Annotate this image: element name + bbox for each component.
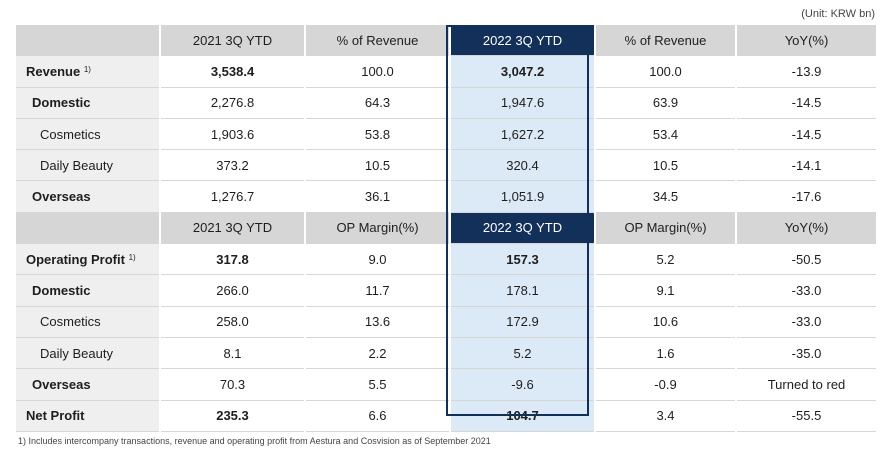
cell-2021: 8.1 [161, 337, 304, 370]
cell-margin-2021: 11.7 [306, 274, 449, 307]
cell-yoy: -14.1 [737, 149, 876, 182]
cell-2022: 178.1 [451, 274, 594, 307]
cell-2021: 317.8 [161, 243, 304, 276]
header-2022-ytd: 2022 3Q YTD [451, 212, 594, 245]
cell-pct-2022: 63.9 [596, 87, 735, 119]
cell-margin-2022: 10.6 [596, 306, 735, 338]
cell-2021: 2,276.8 [161, 87, 304, 119]
cell-margin-2022: 5.2 [596, 243, 735, 276]
cell-2022: 3,047.2 [451, 55, 594, 88]
cell-yoy: -17.6 [737, 180, 876, 213]
op-header-row: 2021 3Q YTD OP Margin(%) 2022 3Q YTD OP … [16, 212, 876, 245]
header-2021-ytd: 2021 3Q YTD [161, 212, 304, 245]
header-op-margin-2022: OP Margin(%) [596, 212, 735, 245]
table-row-daily-beauty: Daily Beauty 373.2 10.5 320.4 10.5 -14.1 [16, 149, 876, 182]
cell-pct-2022: 100.0 [596, 55, 735, 88]
cell-margin-2022: 9.1 [596, 274, 735, 307]
cell-2021: 3,538.4 [161, 55, 304, 88]
cell-2021: 373.2 [161, 149, 304, 182]
row-label: Cosmetics [16, 118, 159, 151]
cell-margin-2021: 9.0 [306, 243, 449, 276]
cell-pct-2021: 100.0 [306, 55, 449, 88]
row-label: Overseas [16, 368, 159, 401]
cell-margin-2021: 6.6 [306, 400, 449, 432]
cell-yoy: Turned to red [737, 368, 876, 401]
cell-yoy: -50.5 [737, 243, 876, 276]
row-label: Daily Beauty [16, 149, 159, 182]
row-label: Net Profit [16, 400, 159, 432]
table-row-op-overseas: Overseas 70.3 5.5 -9.6 -0.9 Turned to re… [16, 368, 876, 401]
cell-2022: 1,627.2 [451, 118, 594, 151]
cell-2022: 5.2 [451, 337, 594, 370]
cell-pct-2022: 10.5 [596, 149, 735, 182]
row-label: Operating Profit 1) [16, 243, 159, 276]
row-label: Cosmetics [16, 306, 159, 338]
header-yoy: YoY(%) [737, 212, 876, 245]
table-row-operating-profit: Operating Profit 1) 317.8 9.0 157.3 5.2 … [16, 243, 876, 276]
cell-2022: 320.4 [451, 149, 594, 182]
row-label: Domestic [16, 87, 159, 119]
cell-margin-2021: 2.2 [306, 337, 449, 370]
cell-2021: 1,276.7 [161, 180, 304, 213]
cell-2021: 258.0 [161, 306, 304, 338]
cell-2022: 1,051.9 [451, 180, 594, 213]
header-2021-ytd: 2021 3Q YTD [161, 25, 304, 57]
cell-2021: 266.0 [161, 274, 304, 307]
header-pct-revenue-2021: % of Revenue [306, 25, 449, 57]
cell-pct-2021: 10.5 [306, 149, 449, 182]
header-blank [16, 212, 159, 245]
cell-yoy: -13.9 [737, 55, 876, 88]
unit-label: (Unit: KRW bn) [801, 8, 875, 20]
cell-pct-2021: 64.3 [306, 87, 449, 119]
cell-2022: 172.9 [451, 306, 594, 338]
table-row-domestic: Domestic 2,276.8 64.3 1,947.6 63.9 -14.5 [16, 87, 876, 119]
table-row-cosmetics: Cosmetics 1,903.6 53.8 1,627.2 53.4 -14.… [16, 118, 876, 151]
table-row-net-profit: Net Profit 235.3 6.6 104.7 3.4 -55.5 [16, 400, 876, 432]
table-row-op-daily-beauty: Daily Beauty 8.1 2.2 5.2 1.6 -35.0 [16, 337, 876, 370]
cell-yoy: -14.5 [737, 87, 876, 119]
cell-pct-2022: 34.5 [596, 180, 735, 213]
row-label: Revenue 1) [16, 55, 159, 88]
header-op-margin-2021: OP Margin(%) [306, 212, 449, 245]
cell-2021: 70.3 [161, 368, 304, 401]
cell-2022: 157.3 [451, 243, 594, 276]
cell-yoy: -33.0 [737, 306, 876, 338]
financial-table: 2021 3Q YTD % of Revenue 2022 3Q YTD % o… [16, 25, 876, 432]
cell-margin-2021: 5.5 [306, 368, 449, 401]
cell-margin-2022: 1.6 [596, 337, 735, 370]
header-blank [16, 25, 159, 57]
cell-2022: 1,947.6 [451, 87, 594, 119]
cell-2022: 104.7 [451, 400, 594, 432]
cell-margin-2021: 13.6 [306, 306, 449, 338]
table-row-revenue: Revenue 1) 3,538.4 100.0 3,047.2 100.0 -… [16, 55, 876, 88]
row-label: Domestic [16, 274, 159, 307]
cell-margin-2022: -0.9 [596, 368, 735, 401]
cell-pct-2021: 36.1 [306, 180, 449, 213]
cell-yoy: -35.0 [737, 337, 876, 370]
footnote: 1) Includes intercompany transactions, r… [18, 436, 491, 446]
cell-2021: 1,903.6 [161, 118, 304, 151]
header-pct-revenue-2022: % of Revenue [596, 25, 735, 57]
cell-margin-2022: 3.4 [596, 400, 735, 432]
header-2022-ytd: 2022 3Q YTD [451, 25, 594, 57]
cell-2022: -9.6 [451, 368, 594, 401]
cell-pct-2021: 53.8 [306, 118, 449, 151]
table-row-overseas: Overseas 1,276.7 36.1 1,051.9 34.5 -17.6 [16, 180, 876, 213]
cell-pct-2022: 53.4 [596, 118, 735, 151]
revenue-header-row: 2021 3Q YTD % of Revenue 2022 3Q YTD % o… [16, 25, 876, 57]
cell-yoy: -33.0 [737, 274, 876, 307]
row-label: Overseas [16, 180, 159, 213]
cell-2021: 235.3 [161, 400, 304, 432]
row-label: Daily Beauty [16, 337, 159, 370]
table-row-op-domestic: Domestic 266.0 11.7 178.1 9.1 -33.0 [16, 274, 876, 307]
header-yoy: YoY(%) [737, 25, 876, 57]
table-row-op-cosmetics: Cosmetics 258.0 13.6 172.9 10.6 -33.0 [16, 306, 876, 338]
cell-yoy: -14.5 [737, 118, 876, 151]
cell-yoy: -55.5 [737, 400, 876, 432]
